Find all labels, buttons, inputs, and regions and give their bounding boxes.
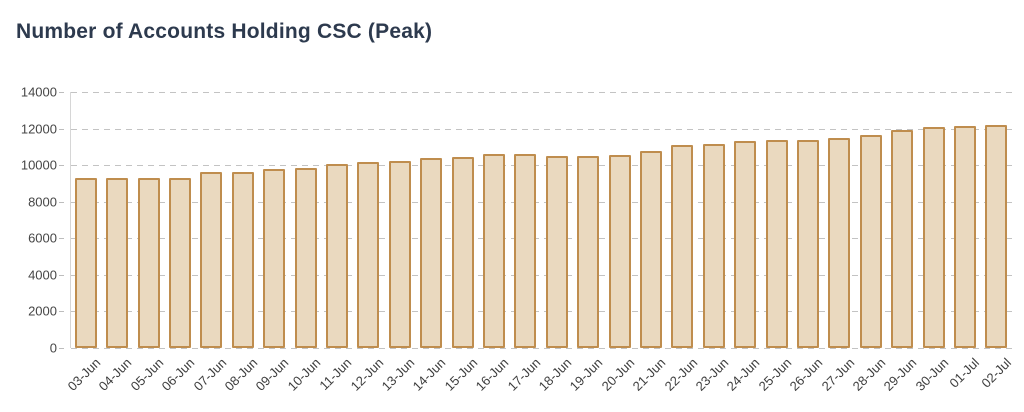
x-tick-label: 01-Jul [946, 355, 983, 391]
bar-20-Jun[interactable] [608, 155, 631, 348]
bar-07-Jun[interactable] [200, 172, 223, 348]
bar-26-Jun[interactable] [796, 140, 819, 348]
bar-04-Jun[interactable] [106, 178, 129, 348]
bar-05-Jun[interactable] [137, 178, 160, 348]
x-tick-label: 26-Jun [786, 355, 826, 394]
bar-29-Jun[interactable] [891, 130, 914, 348]
y-tick-mark [59, 311, 64, 313]
bar-23-Jun[interactable] [702, 144, 725, 348]
x-tick-label: 29-Jun [881, 355, 920, 394]
bar-24-Jun[interactable] [734, 141, 757, 348]
x-tick-label: 06-Jun [158, 355, 198, 394]
y-tick-mark [59, 274, 64, 276]
x-tick-label: 23-Jun [692, 355, 732, 394]
x-tick-label: 08-Jun [221, 355, 261, 394]
bar-06-Jun[interactable] [168, 178, 191, 348]
y-tick-mark [59, 238, 64, 240]
bar-09-Jun[interactable] [263, 169, 286, 348]
x-tick-label: 16-Jun [472, 355, 512, 394]
x-tick-label: 15-Jun [441, 355, 481, 394]
chart-title: Number of Accounts Holding CSC (Peak) [16, 20, 433, 43]
x-tick-label: 19-Jun [567, 355, 606, 394]
x-tick-label: 22-Jun [661, 355, 700, 394]
x-tick-label: 09-Jun [253, 355, 292, 394]
bar-17-Jun[interactable] [514, 154, 537, 348]
y-tick-mark [59, 128, 64, 130]
gridline-10000 [71, 165, 1012, 167]
y-tick-label: 0 [49, 340, 57, 356]
bar-01-Jul[interactable] [953, 126, 976, 348]
y-tick-label: 12000 [20, 121, 57, 137]
x-tick-label: 30-Jun [912, 355, 952, 394]
x-tick-label: 10-Jun [284, 355, 324, 394]
bar-10-Jun[interactable] [294, 168, 317, 348]
x-tick-label: 03-Jun [64, 355, 104, 394]
x-tick-label: 07-Jun [190, 355, 229, 394]
x-tick-label: 24-Jun [724, 355, 763, 394]
y-tick-label: 2000 [28, 303, 57, 319]
x-tick-label: 13-Jun [378, 355, 418, 394]
gridline-6000 [71, 238, 1012, 240]
y-tick-label: 8000 [28, 194, 57, 210]
x-tick-label: 17-Jun [504, 355, 543, 394]
y-tick-label: 4000 [28, 267, 57, 283]
bar-03-Jun[interactable] [74, 178, 97, 348]
y-tick-mark [59, 348, 64, 349]
y-tick-label: 14000 [20, 84, 57, 100]
gridline-4000 [71, 274, 1012, 276]
x-tick-label: 04-Jun [96, 355, 135, 394]
x-tick-label: 28-Jun [849, 355, 889, 394]
gridline-8000 [71, 201, 1012, 203]
bar-25-Jun[interactable] [765, 140, 788, 348]
bar-19-Jun[interactable] [577, 156, 600, 348]
y-axis-line [70, 92, 71, 348]
y-tick-mark [59, 201, 64, 203]
bar-30-Jun[interactable] [922, 127, 945, 348]
x-tick-label: 21-Jun [629, 355, 669, 394]
y-tick-mark [59, 165, 64, 167]
x-tick-label: 12-Jun [347, 355, 386, 394]
bar-08-Jun[interactable] [231, 172, 254, 348]
x-tick-label: 14-Jun [410, 355, 449, 394]
bar-12-Jun[interactable] [357, 162, 380, 348]
bar-13-Jun[interactable] [388, 161, 411, 348]
bar-15-Jun[interactable] [451, 157, 474, 348]
gridline-14000 [71, 92, 1012, 93]
y-tick-mark [59, 92, 64, 93]
bar-18-Jun[interactable] [545, 156, 568, 348]
x-tick-label: 18-Jun [535, 355, 575, 394]
x-tick-label: 27-Jun [818, 355, 857, 394]
gridline-2000 [71, 311, 1012, 313]
x-tick-label: 11-Jun [316, 355, 355, 394]
gridline-0 [71, 348, 1012, 349]
bar-11-Jun[interactable] [325, 164, 348, 348]
x-tick-label: 05-Jun [127, 355, 167, 394]
bar-14-Jun[interactable] [420, 158, 443, 348]
x-tick-label: 25-Jun [755, 355, 795, 394]
bar-27-Jun[interactable] [828, 138, 851, 348]
gridline-12000 [71, 128, 1012, 130]
y-tick-label: 6000 [28, 230, 57, 246]
x-tick-label: 02-Jul [978, 355, 1014, 391]
bar-02-Jul[interactable] [985, 125, 1008, 348]
bar-28-Jun[interactable] [859, 135, 882, 348]
x-tick-label: 20-Jun [598, 355, 638, 394]
bar-21-Jun[interactable] [639, 151, 662, 348]
bar-16-Jun[interactable] [482, 154, 505, 348]
y-tick-label: 10000 [20, 157, 57, 173]
bar-22-Jun[interactable] [671, 145, 694, 348]
